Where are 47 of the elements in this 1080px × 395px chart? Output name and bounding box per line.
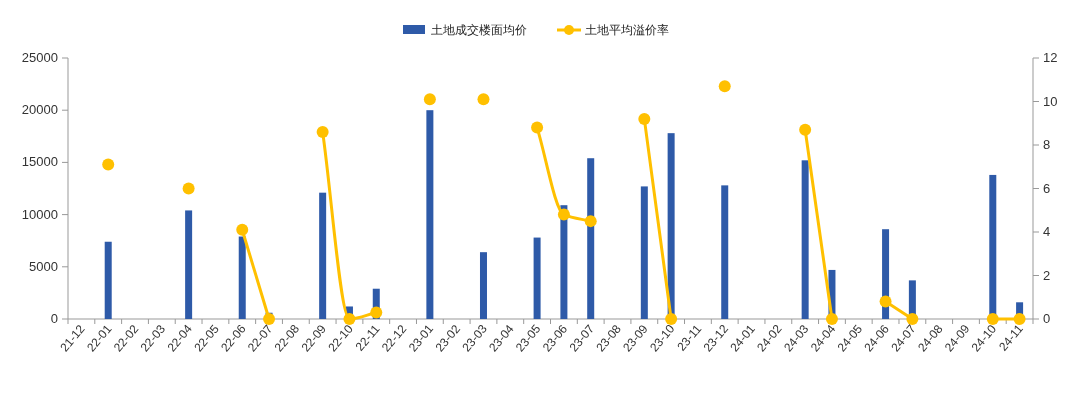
- point: [584, 215, 597, 228]
- point: [557, 208, 570, 221]
- point: [986, 313, 999, 325]
- point: [718, 80, 731, 93]
- y2-tick-label: 0: [1043, 311, 1051, 326]
- point: [879, 295, 892, 308]
- point: [825, 313, 838, 325]
- point: [316, 125, 329, 138]
- bar: [801, 160, 809, 319]
- bar: [185, 210, 193, 319]
- point: [343, 313, 356, 325]
- legend-label: 土地成交楼面均价: [431, 23, 527, 37]
- point: [531, 121, 544, 134]
- bar: [721, 185, 729, 319]
- point: [477, 93, 490, 106]
- y-tick-label: 5000: [29, 258, 58, 274]
- point: [799, 123, 812, 136]
- y-tick-label: 15000: [21, 154, 58, 170]
- y2-tick-label: 8: [1043, 137, 1051, 152]
- bar: [533, 237, 541, 319]
- point: [906, 313, 919, 325]
- bar: [238, 236, 246, 319]
- y2-tick-label: 10: [1043, 93, 1058, 109]
- y-tick-label: 20000: [21, 102, 58, 118]
- legend-label: 土地平均溢价率: [585, 23, 669, 37]
- y2-tick-label: 6: [1043, 180, 1051, 196]
- bar: [426, 110, 434, 319]
- bar: [104, 241, 112, 319]
- bar: [479, 252, 487, 319]
- point: [1013, 313, 1026, 325]
- y-tick-label: 25000: [21, 50, 58, 65]
- y2-tick-label: 12: [1043, 50, 1058, 65]
- bar: [319, 192, 327, 319]
- point: [102, 158, 115, 171]
- point: [423, 93, 436, 106]
- bar: [587, 158, 595, 319]
- point: [665, 313, 678, 325]
- y-tick-label: 10000: [21, 206, 58, 222]
- point: [638, 112, 651, 125]
- y2-tick-label: 4: [1043, 224, 1051, 239]
- y-tick-label: 0: [50, 311, 58, 326]
- point: [236, 223, 249, 236]
- y2-tick-label: 2: [1043, 267, 1051, 283]
- point: [263, 313, 276, 325]
- point: [182, 182, 195, 195]
- point: [370, 306, 383, 319]
- bar: [640, 186, 648, 319]
